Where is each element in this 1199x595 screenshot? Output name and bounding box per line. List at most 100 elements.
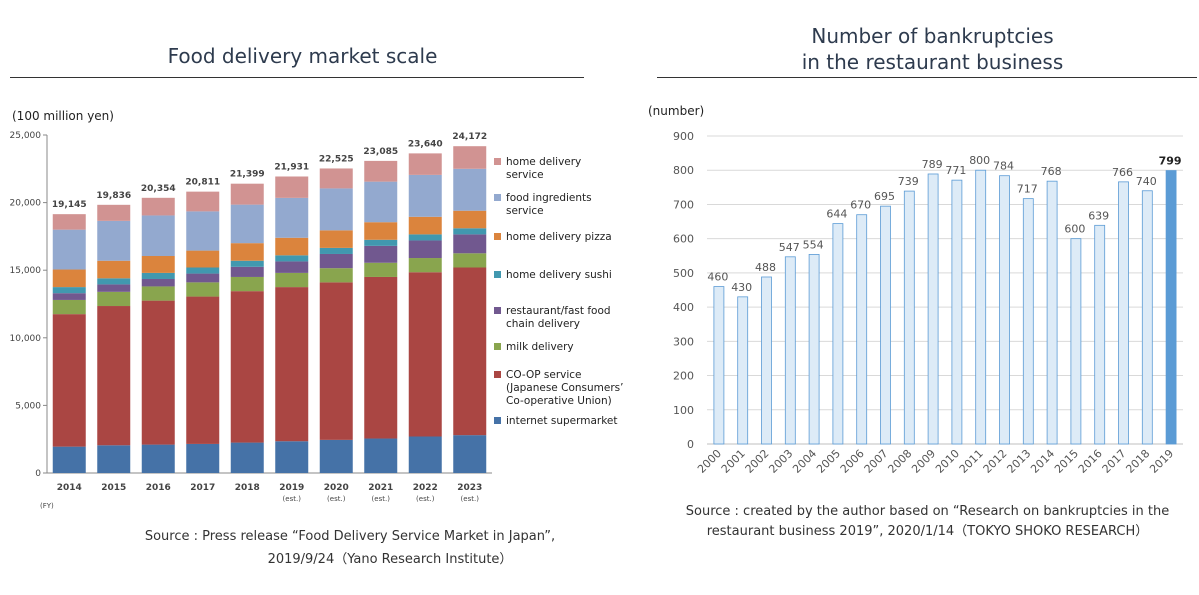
stacked-bar-segment: [52, 446, 86, 473]
right-x-tick-label: 2003: [766, 447, 795, 476]
right-x-tick-label: 2011: [957, 447, 986, 476]
left-x-tick-label: 2022: [413, 483, 438, 493]
stacked-bar-segment: [97, 204, 131, 221]
legend-label: service: [506, 205, 544, 217]
bankruptcy-bar: [975, 169, 987, 445]
stacked-bar-segment: [230, 260, 264, 267]
bankruptcy-value-label: 740: [1136, 175, 1157, 188]
stacked-bar-segment: [141, 215, 175, 257]
stacked-bar-segment: [319, 168, 353, 189]
bankruptcy-value-label: 799: [1159, 155, 1182, 168]
bankruptcy-value-label: 460: [707, 271, 728, 284]
legend-swatch: [494, 371, 501, 378]
left-x-tick-sublabel: (est.): [283, 495, 302, 503]
right-y-tick-label: 200: [673, 370, 694, 383]
right-x-tick-label: 2004: [790, 447, 819, 476]
stacked-bar-segment: [230, 266, 264, 277]
stacked-bar-segment: [141, 444, 175, 473]
stacked-bar-segment: [319, 188, 353, 231]
right-x-tick-label: 2000: [695, 447, 724, 476]
right-y-tick-label: 700: [673, 198, 694, 211]
right-y-tick-label: 800: [673, 164, 694, 177]
legend-label: restaurant/fast food: [506, 305, 611, 317]
bankruptcy-value-label: 670: [850, 199, 871, 212]
legend-label: internet supermarket: [506, 415, 618, 427]
stacked-bar-segment: [275, 197, 309, 238]
bankruptcy-value-label: 771: [945, 164, 966, 177]
stacked-bar-segment: [141, 278, 175, 287]
stacked-bar-segment: [52, 299, 86, 315]
left-y-tick-label: 25,000: [10, 131, 42, 141]
stacked-bar-segment: [275, 255, 309, 262]
legend-label: CO-OP service: [506, 369, 582, 381]
right-y-tick-label: 300: [673, 335, 694, 348]
bankruptcy-value-label: 644: [826, 208, 847, 221]
stacked-bar-segment: [408, 174, 442, 217]
left-y-tick-label: 5,000: [15, 401, 41, 411]
stacked-bar-segment: [275, 237, 309, 256]
stacked-bar-segment: [364, 276, 398, 439]
stacked-bar-segment: [52, 314, 86, 447]
stacked-bar-segment: [408, 258, 442, 273]
bar-total-label: 24,172: [452, 132, 487, 142]
stacked-bar-segment: [408, 272, 442, 437]
stacked-bar-segment: [97, 284, 131, 292]
right-x-tick-label: 2017: [1100, 447, 1129, 476]
stacked-bar-segment: [453, 435, 487, 473]
stacked-bar-segment: [97, 220, 131, 261]
stacked-bar-segment: [141, 197, 175, 216]
stacked-bar-segment: [186, 250, 220, 268]
stacked-bar-segment: [186, 191, 220, 212]
right-x-tick-label: 2016: [1076, 447, 1105, 476]
bankruptcy-value-label: 717: [1017, 183, 1038, 196]
left-x-tick-label: 2021: [368, 483, 393, 493]
stacked-bar-segment: [52, 269, 86, 288]
bar-total-label: 23,640: [408, 139, 443, 149]
bar-total-label: 21,399: [230, 170, 265, 180]
legend-label: milk delivery: [506, 341, 574, 353]
fy-label: (FY): [40, 502, 54, 510]
stacked-bar-segment: [364, 239, 398, 246]
left-source-line2: 2019/9/24（Yano Research Institute）: [267, 552, 513, 567]
bankruptcy-value-label: 768: [1041, 165, 1062, 178]
stacked-bar-segment: [275, 272, 309, 288]
bankruptcy-value-label: 784: [993, 160, 1014, 173]
stacked-bar-segment: [364, 222, 398, 240]
left-x-tick-sublabel: (est.): [461, 495, 480, 503]
stacked-bar-segment: [141, 286, 175, 301]
bankruptcy-value-label: 739: [898, 175, 919, 188]
stacked-bar-segment: [408, 240, 442, 259]
right-source: Source : created by the author based on …: [660, 502, 1195, 542]
legend-swatch: [494, 158, 501, 165]
stacked-bar-segment: [408, 436, 442, 473]
legend-label: Co-operative Union): [506, 395, 612, 407]
bankruptcy-bar: [927, 173, 939, 445]
left-title-rule: [10, 77, 584, 78]
left-y-tick-label: 20,000: [10, 199, 42, 209]
legend-label: (Japanese Consumers’: [506, 382, 623, 394]
stacked-bar-segment: [364, 181, 398, 223]
stacked-bar-segment: [141, 300, 175, 445]
right-unit-label: (number): [648, 104, 705, 118]
bankruptcy-bar: [1046, 180, 1058, 445]
left-chart-title: Food delivery market scale: [167, 44, 438, 68]
stacked-bar-segment: [453, 253, 487, 268]
right-y-tick-label: 400: [673, 301, 694, 314]
legend-swatch: [494, 233, 501, 240]
right-x-tick-label: 2009: [909, 447, 938, 476]
legend-label: home delivery: [506, 156, 581, 168]
stacked-bar-segment: [408, 153, 442, 175]
right-x-tick-label: 2015: [1052, 447, 1081, 476]
bankruptcy-bar: [951, 179, 963, 445]
left-x-tick-label: 2016: [146, 483, 171, 493]
left-x-tick-label: 2015: [101, 483, 126, 493]
stacked-bar-segment: [364, 262, 398, 277]
left-source: Source : Press release “Food Delivery Se…: [120, 525, 580, 571]
stacked-bar-segment: [141, 256, 175, 273]
left-y-tick-label: 0: [35, 469, 41, 479]
right-source-line1: Source : created by the author based on …: [685, 504, 1170, 519]
bar-total-label: 22,525: [319, 154, 354, 164]
bankruptcy-value-label: 554: [803, 238, 824, 251]
right-title-line2: in the restaurant business: [801, 50, 1064, 74]
